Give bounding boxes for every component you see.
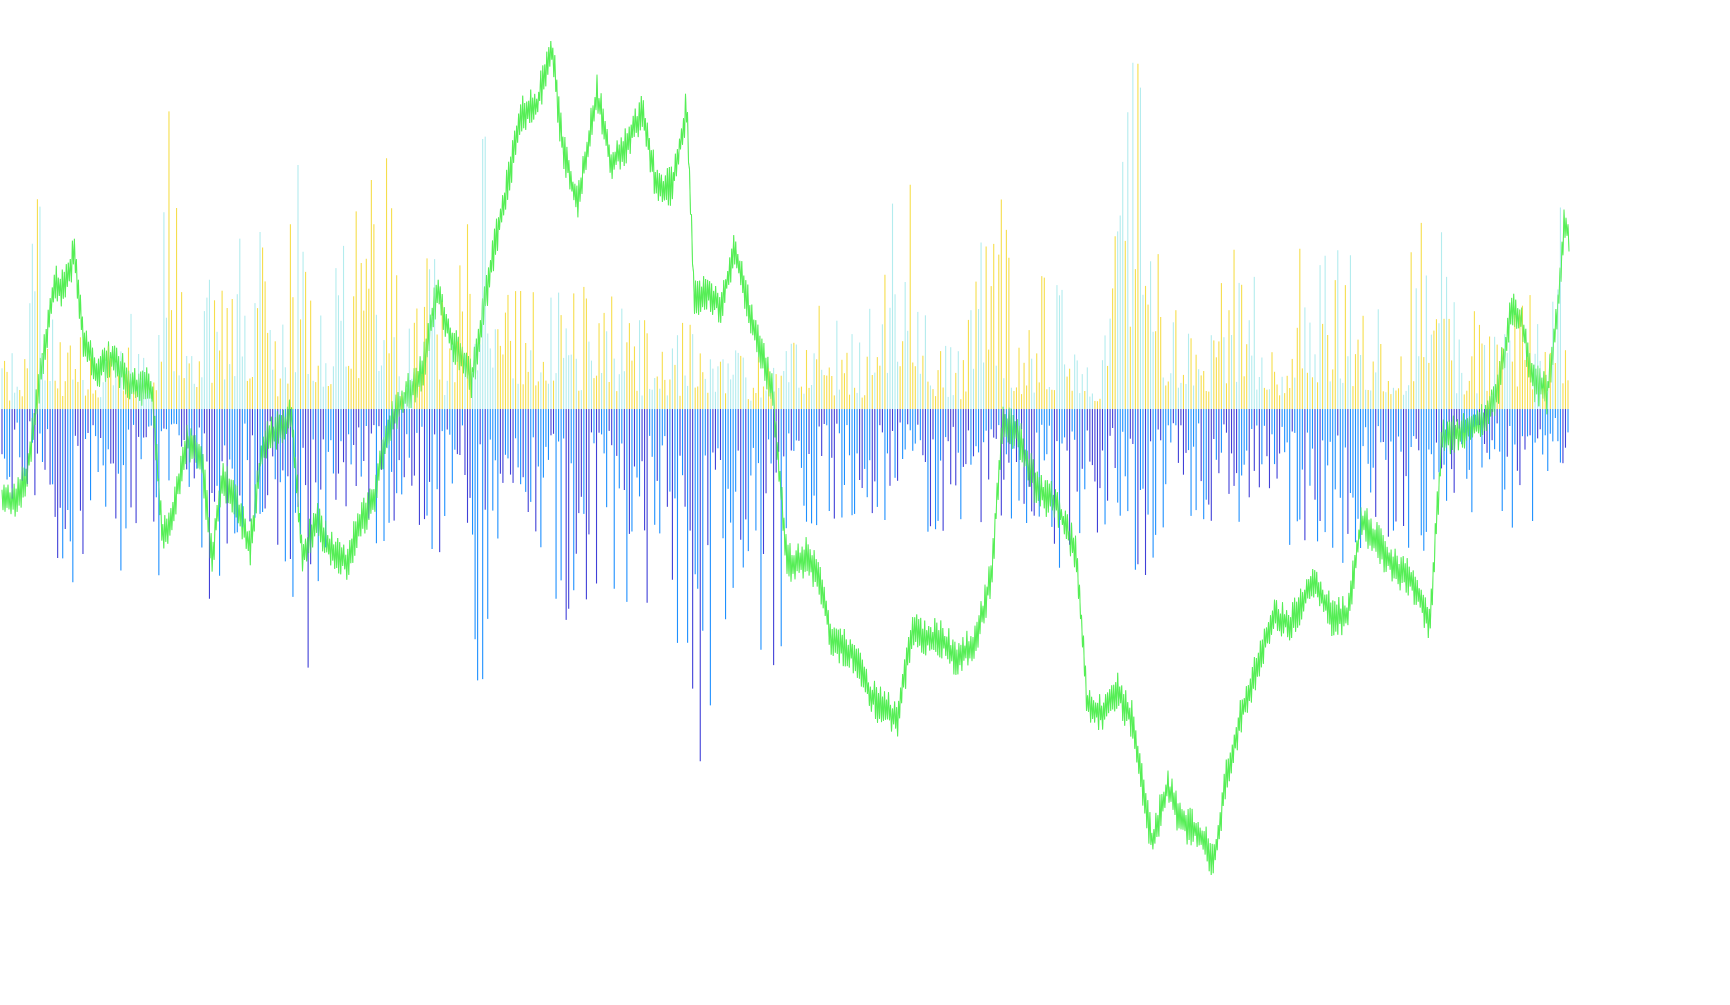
trace-line-overlay	[1, 40, 1570, 876]
negative-bars	[1, 409, 1569, 762]
positive-bars	[1, 62, 1569, 409]
